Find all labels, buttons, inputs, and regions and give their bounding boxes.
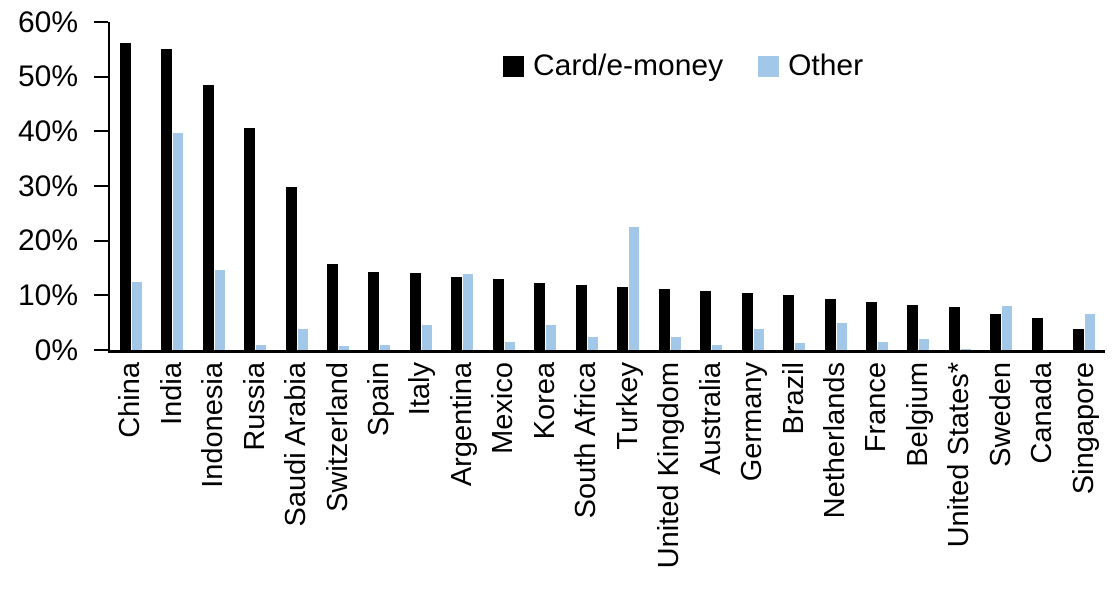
bar-card-emoney: [617, 286, 629, 350]
bar-card-emoney: [865, 302, 877, 350]
bar-other: [131, 282, 142, 350]
x-axis-label: Switzerland: [321, 362, 354, 512]
bar-card-emoney: [741, 292, 753, 350]
y-tick-mark: [94, 294, 108, 297]
bar-other: [670, 337, 681, 350]
bar-card-emoney: [575, 285, 587, 350]
x-axis-line: [108, 350, 1105, 353]
y-tick-mark: [94, 185, 108, 187]
x-axis-label: South Africa: [570, 362, 603, 519]
x-axis-label: Mexico: [487, 362, 520, 454]
x-axis-label: Korea: [528, 362, 561, 440]
y-tick-label: 0%: [34, 333, 78, 367]
bar-other: [960, 348, 971, 350]
y-tick-mark: [94, 130, 108, 133]
legend-item-card-emoney: Card/e-money: [503, 51, 723, 81]
bar-other: [629, 227, 640, 350]
x-axis-label: France: [860, 362, 893, 453]
bar-card-emoney: [948, 306, 960, 350]
bar-other: [256, 344, 267, 350]
bar-other: [339, 345, 350, 350]
x-axis-label: Sweden: [984, 362, 1017, 467]
x-axis-label: Canada: [1026, 362, 1059, 464]
y-tick-label: 50%: [17, 60, 78, 94]
x-axis-label: Singapore: [1067, 362, 1100, 495]
bar-other: [297, 328, 308, 350]
bar-other: [504, 342, 515, 350]
card-emoney-swatch-icon: [503, 55, 524, 77]
x-axis-label: United States*: [943, 362, 976, 548]
bar-card-emoney: [327, 264, 339, 350]
bar-other: [587, 336, 598, 350]
bar-other: [712, 344, 723, 350]
bar-other: [380, 344, 391, 350]
bar-card-emoney: [534, 283, 546, 350]
bar-card-emoney: [1031, 317, 1043, 350]
x-axis-label: Italy: [404, 362, 437, 416]
y-tick-label: 10%: [17, 278, 78, 312]
x-axis-label: Spain: [362, 362, 395, 437]
bar-card-emoney: [1073, 328, 1085, 350]
x-axis-label: India: [155, 362, 188, 425]
bar-other: [1002, 305, 1013, 350]
bar-card-emoney: [700, 290, 712, 350]
bar-card-emoney: [161, 48, 173, 350]
bar-other: [795, 343, 806, 350]
y-tick-label: 60%: [17, 5, 78, 39]
x-axis-label: Saudi Arabia: [280, 362, 313, 527]
bar-other: [877, 341, 888, 350]
x-axis-label: Belgium: [901, 362, 934, 467]
y-tick-mark: [94, 349, 108, 351]
x-axis-label: Australia: [694, 362, 727, 475]
bar-other: [753, 328, 764, 350]
bar-other: [463, 274, 474, 350]
x-axis-label: Russia: [238, 362, 271, 451]
y-tick-label: 20%: [17, 224, 78, 258]
chart-legend: Card/e-money Other: [503, 51, 863, 81]
other-swatch-icon: [758, 55, 780, 77]
x-axis-label: Indonesia: [197, 362, 230, 488]
bar-card-emoney: [244, 128, 256, 350]
bar-card-emoney: [907, 305, 919, 350]
bar-card-emoney: [285, 186, 297, 350]
x-axis-label: Brazil: [777, 362, 810, 435]
bar-card-emoney: [451, 276, 463, 350]
bar-card-emoney: [783, 295, 795, 350]
y-tick-label: 30%: [17, 169, 78, 203]
bar-card-emoney: [202, 85, 214, 350]
bar-other: [919, 338, 930, 350]
bar-other: [421, 324, 432, 350]
x-axis-label: Turkey: [611, 362, 644, 450]
bar-card-emoney: [492, 279, 504, 350]
y-axis-line: [108, 22, 110, 353]
bar-other: [214, 270, 225, 350]
bar-card-emoney: [119, 42, 131, 350]
bar-other: [1085, 313, 1096, 350]
y-tick-mark: [94, 75, 108, 78]
x-axis-label: China: [114, 362, 147, 438]
bar-card-emoney: [409, 272, 421, 350]
x-axis-label: United Kingdom: [653, 362, 686, 569]
x-axis-label: Netherlands: [819, 362, 852, 519]
x-axis-label: Argentina: [445, 362, 478, 487]
legend-label-card-emoney: Card/e-money: [533, 49, 724, 82]
bar-card-emoney: [658, 289, 670, 350]
bar-card-emoney: [368, 272, 380, 350]
bar-card-emoney: [990, 314, 1002, 350]
bar-other: [173, 132, 184, 350]
legend-label-other: Other: [788, 49, 864, 82]
legend-item-other: Other: [758, 51, 863, 81]
bar-other: [546, 324, 557, 350]
y-tick-mark: [94, 239, 108, 242]
y-tick-mark: [94, 21, 108, 23]
x-axis-label: Germany: [736, 362, 769, 482]
bar-other: [836, 323, 847, 350]
bar-card-emoney: [824, 299, 836, 350]
y-tick-label: 40%: [17, 114, 78, 148]
